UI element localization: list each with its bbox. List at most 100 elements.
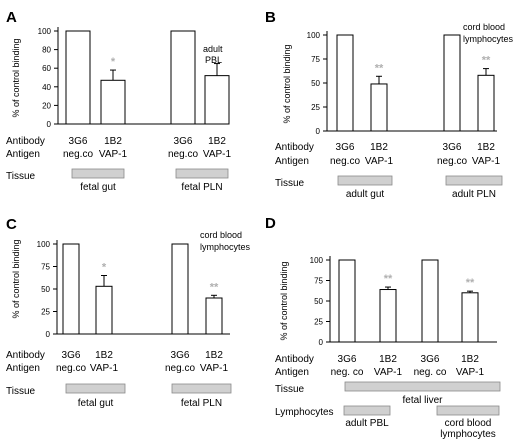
lymphocytes-bar <box>436 405 500 416</box>
bar <box>100 79 126 125</box>
tissue-label: fetal liver <box>402 395 443 406</box>
y-tick-label: 75 <box>41 263 50 272</box>
lymphocytes-label: cord blood <box>445 418 492 429</box>
panel-b: B % of control binding 0 25 50 75 100 ** ** cord … <box>265 9 514 200</box>
tissue-row-label: Tissue <box>6 386 36 397</box>
panel-a: A % of control binding 0 20 40 60 80 100 * adultP… <box>6 9 232 193</box>
y-tick-label: 75 <box>311 55 320 64</box>
bar <box>205 297 223 335</box>
panel-note: lymphocytes <box>463 34 514 44</box>
y-tick-label: 50 <box>311 79 320 88</box>
bar <box>62 243 80 335</box>
bar <box>204 75 230 125</box>
antibody-label: 1B2 <box>370 142 388 153</box>
antibody-label: 3G6 <box>69 136 88 147</box>
bar <box>370 83 388 132</box>
significance-star: ** <box>482 55 491 67</box>
antigen-label: neg.co <box>437 156 467 167</box>
y-axis-label: % of control binding <box>279 261 289 340</box>
significance-star: ** <box>466 277 475 289</box>
bar <box>443 34 461 132</box>
y-tick-label: 40 <box>42 83 51 92</box>
antigen-label: VAP-1 <box>374 367 403 378</box>
tissue-row-label: Tissue <box>275 384 305 395</box>
y-tick-label: 100 <box>37 240 51 249</box>
bar <box>170 30 196 125</box>
y-tick-label: 0 <box>47 120 52 129</box>
tissue-bar <box>445 175 503 186</box>
tissue-row-label: Tissue <box>6 171 36 182</box>
antigen-label: VAP-1 <box>456 367 485 378</box>
bar <box>171 243 189 335</box>
antibody-label: 1B2 <box>477 142 495 153</box>
row-label: Antigen <box>6 363 40 374</box>
tissue-label: fetal PLN <box>181 398 222 409</box>
row-label: Antibody <box>6 136 45 147</box>
tissue-label: fetal gut <box>78 398 114 409</box>
row-label: Antigen <box>275 156 309 167</box>
panel-note: cord blood <box>463 22 505 32</box>
row-label: Antibody <box>275 354 314 365</box>
tissue-bar <box>175 168 229 179</box>
antigen-label: neg.co <box>165 363 195 374</box>
antigen-label: neg. co <box>331 367 364 378</box>
significance-star: * <box>102 262 107 274</box>
antigen-label: VAP-1 <box>472 156 501 167</box>
y-tick-label: 100 <box>38 27 52 36</box>
panel-note: adult <box>203 44 223 54</box>
row-label: Antibody <box>275 142 314 153</box>
panel-d: D % of control binding 0 25 50 75 100 ** ** Antib… <box>265 215 501 440</box>
tissue-label: fetal PLN <box>181 182 222 193</box>
antigen-label: neg.co <box>56 363 86 374</box>
significance-star: * <box>111 56 116 68</box>
bar <box>65 30 91 125</box>
tissue-row-label: Tissue <box>275 178 305 189</box>
antigen-label: neg. co <box>414 367 447 378</box>
antibody-label: 3G6 <box>421 354 440 365</box>
lymphocytes-label: lymphocytes <box>440 429 496 440</box>
antigen-label: neg.co <box>168 149 198 160</box>
bar <box>421 259 439 343</box>
y-tick-label: 25 <box>314 318 323 327</box>
antibody-label: 3G6 <box>336 142 355 153</box>
tissue-bar <box>344 381 501 392</box>
antibody-label: 3G6 <box>171 350 190 361</box>
antibody-label: 1B2 <box>205 350 223 361</box>
y-axis-label: % of control binding <box>11 38 21 117</box>
panel-note: PBL <box>205 55 222 65</box>
y-tick-label: 25 <box>311 103 320 112</box>
y-tick-label: 80 <box>42 46 51 55</box>
panel-letter: D <box>265 215 276 232</box>
y-tick-label: 0 <box>319 338 324 347</box>
antibody-label: 3G6 <box>443 142 462 153</box>
tissue-bar <box>171 383 232 394</box>
panel-note: cord blood <box>200 230 242 240</box>
lymphocytes-row-label: Lymphocytes <box>275 407 334 418</box>
bar <box>461 292 479 343</box>
lymphocytes-label: adult PBL <box>345 418 389 429</box>
significance-star: ** <box>375 62 384 74</box>
panel-letter: C <box>6 216 17 233</box>
bar <box>379 289 397 343</box>
y-tick-label: 50 <box>41 285 50 294</box>
y-tick-label: 0 <box>316 127 321 136</box>
antibody-label: 1B2 <box>379 354 397 365</box>
y-axis-label: % of control binding <box>282 44 292 123</box>
antigen-label: neg.co <box>63 149 93 160</box>
panel-letter: B <box>265 9 276 26</box>
antibody-label: 3G6 <box>62 350 81 361</box>
y-tick-label: 60 <box>42 64 51 73</box>
antibody-label: 1B2 <box>95 350 113 361</box>
significance-star: ** <box>384 273 393 285</box>
y-tick-label: 25 <box>41 308 50 317</box>
antibody-label: 1B2 <box>461 354 479 365</box>
antibody-label: 1B2 <box>208 136 226 147</box>
antigen-label: VAP-1 <box>365 156 394 167</box>
antigen-label: VAP-1 <box>200 363 229 374</box>
bar <box>95 285 113 335</box>
row-label: Antibody <box>6 350 45 361</box>
panel-letter: A <box>6 9 17 26</box>
panel-note: lymphocytes <box>200 242 251 252</box>
